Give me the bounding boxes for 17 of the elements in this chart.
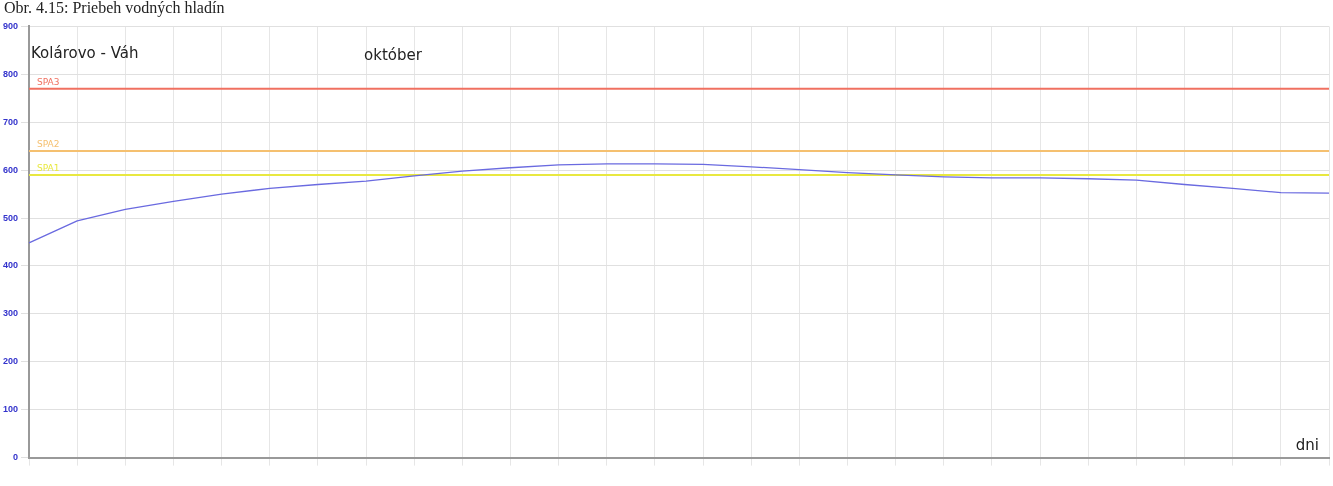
ref-line-label: SPA3 [37, 76, 60, 87]
y-tick-label: 200 [2, 356, 19, 367]
chart-title: Obr. 4.15: Priebeh vodných hladín [3, 0, 226, 18]
annotation: október [364, 45, 423, 64]
x-axis-title: dni [1295, 435, 1319, 454]
y-tick-label: 100 [2, 404, 19, 415]
y-tick-label: 700 [2, 116, 19, 127]
ref-line-label: SPA2 [37, 138, 60, 149]
y-tick-label: 0 [13, 452, 19, 463]
y-tick-label: 600 [2, 164, 19, 175]
annotation: Kolárovo - Váh [31, 43, 139, 62]
y-tick-label: 900 [2, 20, 19, 31]
y-tick-label: 500 [2, 212, 19, 223]
y-tick-label: 400 [2, 260, 19, 271]
y-tick-label: 300 [2, 308, 19, 319]
ref-line-label: SPA1 [37, 162, 60, 173]
y-tick-label: 800 [2, 68, 19, 79]
